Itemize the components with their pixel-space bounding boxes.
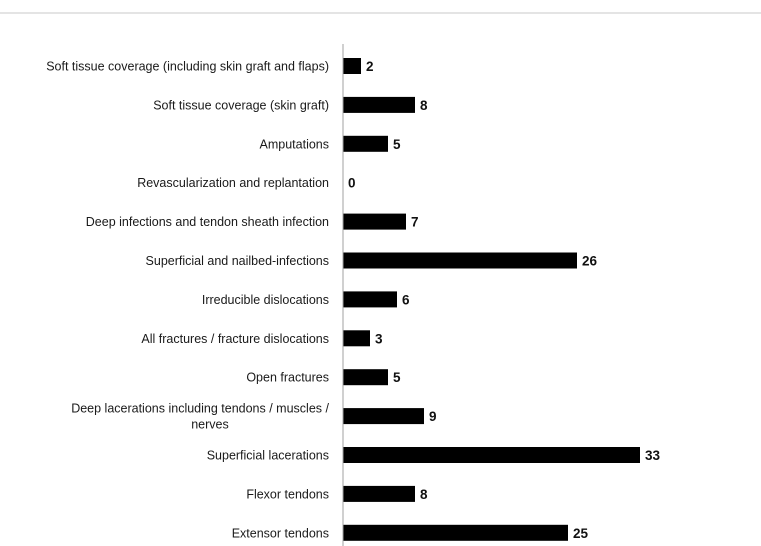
bar xyxy=(343,447,640,463)
bar xyxy=(343,291,397,308)
category-labels-layer: Soft tissue coverage (including skin gra… xyxy=(46,60,329,541)
value-label: 33 xyxy=(645,448,661,463)
bar xyxy=(343,135,388,152)
category-label: Revascularization and replantation xyxy=(137,176,329,190)
bar xyxy=(343,369,388,386)
category-label: All fractures / fracture dislocations xyxy=(141,332,329,346)
bar xyxy=(343,252,577,269)
value-label: 5 xyxy=(393,370,401,385)
bar xyxy=(343,485,415,502)
value-label: 26 xyxy=(582,254,598,269)
value-label: 0 xyxy=(348,176,356,191)
value-label: 9 xyxy=(429,409,437,424)
value-label: 5 xyxy=(393,137,401,152)
value-label: 2 xyxy=(366,59,374,74)
category-label: Superficial lacerations xyxy=(207,449,329,463)
category-label: Flexor tendons xyxy=(246,487,329,501)
category-label: Deep infections and tendon sheath infect… xyxy=(86,215,329,229)
bar xyxy=(343,96,415,113)
value-labels-layer: 2 8 5 0 7 26 6 3 5 9 33 8 25 xyxy=(348,59,661,541)
value-label: 25 xyxy=(573,526,589,541)
category-label: Open fractures xyxy=(246,371,329,385)
category-label: Extensor tendons xyxy=(232,526,329,540)
category-label: Soft tissue coverage (including skin gra… xyxy=(46,60,329,74)
bars-layer xyxy=(343,58,640,541)
category-label: Soft tissue coverage (skin graft) xyxy=(153,98,329,112)
value-label: 8 xyxy=(420,487,428,502)
category-label: Deep lacerations including tendons / mus… xyxy=(71,402,329,432)
bar xyxy=(343,408,424,425)
bar xyxy=(343,330,370,347)
category-label: Superficial and nailbed-infections xyxy=(146,254,329,268)
value-label: 3 xyxy=(375,331,383,346)
category-label: Irreducible dislocations xyxy=(202,293,329,307)
value-label: 6 xyxy=(402,292,410,307)
category-label: Amputations xyxy=(260,137,329,151)
value-label: 7 xyxy=(411,215,419,230)
bar xyxy=(343,58,361,74)
bar xyxy=(343,213,406,230)
bar xyxy=(343,524,568,541)
value-label: 8 xyxy=(420,98,428,113)
